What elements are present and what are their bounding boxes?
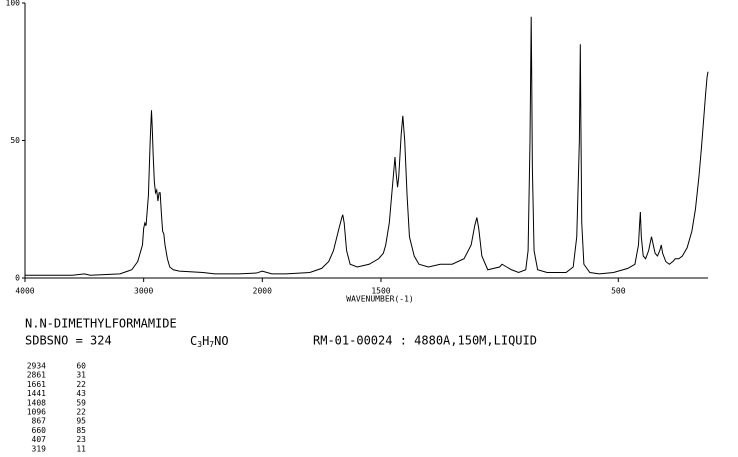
peak-intensity: 22 <box>76 380 86 389</box>
peak-intensity: 59 <box>76 398 86 407</box>
peak-intensity: 31 <box>76 371 86 380</box>
peak-wavenumber: 867 <box>32 417 47 426</box>
peak-wavenumber: 2861 <box>27 371 46 380</box>
peak-intensity: 23 <box>76 435 86 444</box>
y-tick-label: 0 <box>15 274 20 283</box>
peak-wavenumber: 2934 <box>27 362 46 371</box>
peak-intensity: 11 <box>76 444 86 453</box>
y-tick-label: 50 <box>10 136 20 145</box>
peak-wavenumber: 1096 <box>27 408 46 417</box>
sdbs-number: SDBSNO = 324 <box>25 334 112 348</box>
peak-wavenumber: 319 <box>32 444 47 453</box>
peak-wavenumber: 407 <box>32 435 47 444</box>
peak-wavenumber: 1408 <box>27 398 46 407</box>
x-tick-label: 4000 <box>15 287 34 296</box>
conditions: RM-01-00024 : 4880A,150M,LIQUID <box>313 334 537 348</box>
peak-wavenumber: 1441 <box>27 389 46 398</box>
x-tick-label: 1500 <box>371 287 390 296</box>
peak-intensity: 43 <box>76 389 86 398</box>
formula: C3H7NO <box>190 334 229 349</box>
peak-intensity: 85 <box>76 426 86 435</box>
peak-wavenumber: 660 <box>32 426 47 435</box>
y-tick-label: 100 <box>6 0 21 8</box>
spectrum-line <box>25 16 709 276</box>
peak-intensity: 22 <box>76 408 86 417</box>
compound-name: N.N-DIMETHYLFORMAMIDE <box>25 317 177 331</box>
x-tick-label: 500 <box>611 287 626 296</box>
x-tick-label: 2000 <box>253 287 272 296</box>
peak-intensity: 95 <box>76 417 86 426</box>
peak-wavenumber: 1661 <box>27 380 46 389</box>
peak-intensity: 60 <box>76 362 86 371</box>
x-tick-label: 3000 <box>134 287 153 296</box>
x-axis-label: WAVENUMBER(-1) <box>346 295 413 304</box>
